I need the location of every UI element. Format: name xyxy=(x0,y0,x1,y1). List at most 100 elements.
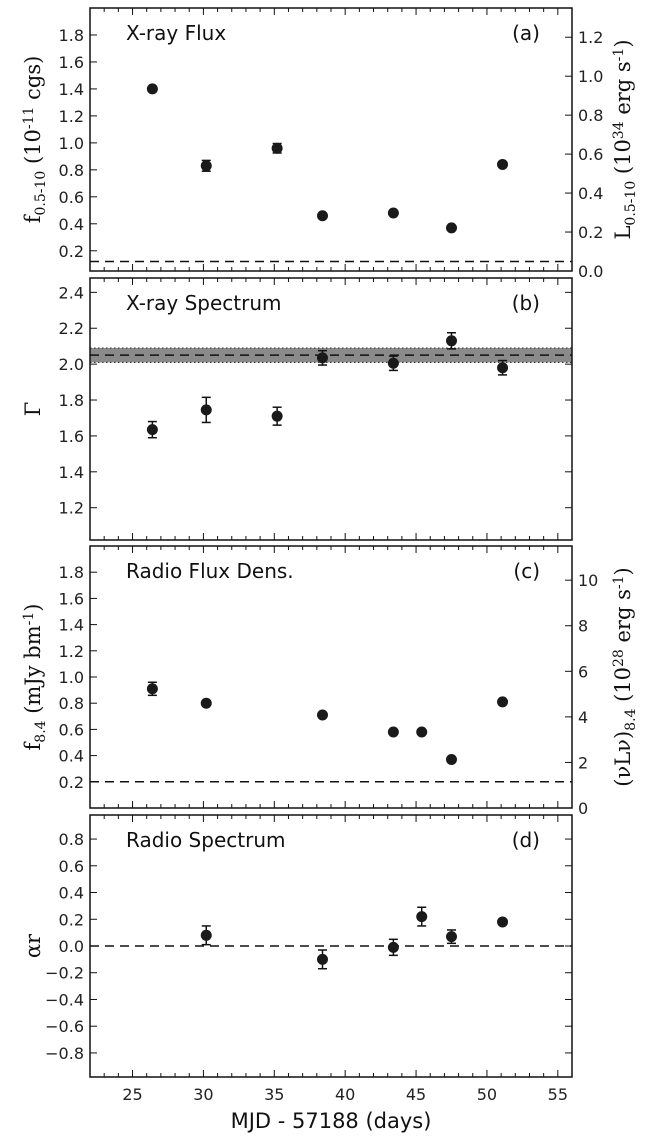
x-tick-label: 35 xyxy=(264,1085,284,1104)
data-point xyxy=(446,754,457,766)
y-tick-label: 0.2 xyxy=(59,242,84,261)
y-tick-label: 0.8 xyxy=(59,694,84,713)
panel-title: X-ray Flux xyxy=(126,21,226,45)
data-point xyxy=(446,331,457,350)
data-marker xyxy=(316,352,328,364)
panel-d xyxy=(89,814,573,1078)
panel-b xyxy=(89,277,573,541)
y-axis-label: αr xyxy=(21,933,45,958)
data-point xyxy=(416,726,428,738)
y-tick-label: 1.4 xyxy=(59,616,84,635)
y-tick-label: 1.8 xyxy=(59,391,84,410)
panel-title: Radio Flux Dens. xyxy=(126,559,294,583)
y-tick-label: 1.6 xyxy=(59,589,84,608)
y-right-tick-label: 1.0 xyxy=(578,67,603,86)
y-axis-label: f8.4 (mJy bm-1) xyxy=(21,604,49,751)
x-tick-label: 50 xyxy=(477,1085,497,1104)
data-point xyxy=(387,726,399,738)
panel-title: X-ray Spectrum xyxy=(126,291,282,315)
data-point xyxy=(497,158,509,170)
panel-a xyxy=(89,7,573,272)
data-marker xyxy=(387,941,399,953)
y-tick-label: 0.6 xyxy=(59,720,84,739)
y-tick-label: −0.2 xyxy=(45,964,84,983)
plot-frame xyxy=(89,277,573,541)
data-marker xyxy=(200,160,212,172)
y-tick-label: 0.6 xyxy=(59,188,84,207)
data-point xyxy=(446,222,457,234)
panel-label: (a) xyxy=(512,21,540,45)
data-marker xyxy=(387,726,399,738)
data-point xyxy=(446,929,457,945)
data-point xyxy=(497,916,509,928)
data-marker xyxy=(497,916,509,928)
data-marker xyxy=(446,335,457,347)
panel-title: Radio Spectrum xyxy=(126,828,285,852)
y-right-axis-label: L0.5-10 (1034 erg s-1) xyxy=(611,39,639,239)
data-point xyxy=(200,925,212,946)
y-tick-label: 0.0 xyxy=(59,937,84,956)
y-tick-label: 0.2 xyxy=(59,910,84,929)
y-tick-label: −0.8 xyxy=(45,1044,84,1063)
y-tick-label: 1.0 xyxy=(59,134,84,153)
x-tick-label: 30 xyxy=(193,1085,213,1104)
data-marker xyxy=(446,754,457,766)
data-point xyxy=(497,696,509,708)
y-right-tick-label: 6 xyxy=(578,662,588,681)
y-axis-label: Γ xyxy=(21,402,45,417)
y-tick-label: −0.4 xyxy=(45,990,84,1009)
data-marker xyxy=(446,931,457,943)
x-tick-label: 40 xyxy=(335,1085,355,1104)
y-right-tick-label: 1.2 xyxy=(578,28,603,47)
y-tick-label: 1.2 xyxy=(59,499,84,518)
panel-label: (b) xyxy=(512,291,540,315)
y-tick-label: 1.2 xyxy=(59,642,84,661)
data-point xyxy=(316,709,328,721)
data-point xyxy=(387,207,399,219)
data-point xyxy=(146,83,158,95)
data-marker xyxy=(497,362,509,374)
data-point xyxy=(387,938,399,957)
y-tick-label: 0.4 xyxy=(59,215,84,234)
y-right-tick-label: 0 xyxy=(578,799,588,818)
y-axis-label: f0.5-10 (10-11 cgs) xyxy=(21,56,49,224)
y-tick-label: 0.2 xyxy=(59,773,84,792)
data-point xyxy=(316,349,328,366)
data-marker xyxy=(387,357,399,369)
data-marker xyxy=(271,142,283,154)
data-marker xyxy=(316,210,328,222)
data-point xyxy=(416,906,428,927)
panel-label: (c) xyxy=(513,559,540,583)
y-tick-label: 0.4 xyxy=(59,747,84,766)
panel-c xyxy=(89,545,573,809)
y-tick-label: 1.6 xyxy=(59,53,84,72)
data-marker xyxy=(200,404,212,416)
data-marker xyxy=(271,410,283,422)
data-marker xyxy=(146,83,158,95)
data-marker xyxy=(416,726,428,738)
data-point xyxy=(316,949,328,970)
x-axis-label: MJD - 57188 (days) xyxy=(231,1109,432,1133)
data-marker xyxy=(316,953,328,965)
plot-frame xyxy=(89,7,573,272)
data-point xyxy=(271,142,283,154)
y-tick-label: 1.2 xyxy=(59,107,84,126)
data-point xyxy=(316,210,328,222)
data-marker xyxy=(446,222,457,234)
y-tick-label: 2.4 xyxy=(59,283,84,302)
y-tick-label: 0.8 xyxy=(59,161,84,180)
y-right-tick-label: 0.6 xyxy=(578,145,603,164)
data-point xyxy=(271,406,283,426)
data-marker xyxy=(146,683,158,695)
data-marker xyxy=(497,158,509,170)
y-tick-label: 2.0 xyxy=(59,355,84,374)
data-point xyxy=(146,420,158,439)
data-marker xyxy=(316,709,328,721)
y-tick-label: 1.4 xyxy=(59,463,84,482)
data-marker xyxy=(146,424,158,436)
data-marker xyxy=(200,929,212,941)
y-right-tick-label: 0.0 xyxy=(578,262,603,281)
y-right-tick-label: 0.8 xyxy=(578,106,603,125)
y-right-tick-label: 10 xyxy=(578,571,598,590)
